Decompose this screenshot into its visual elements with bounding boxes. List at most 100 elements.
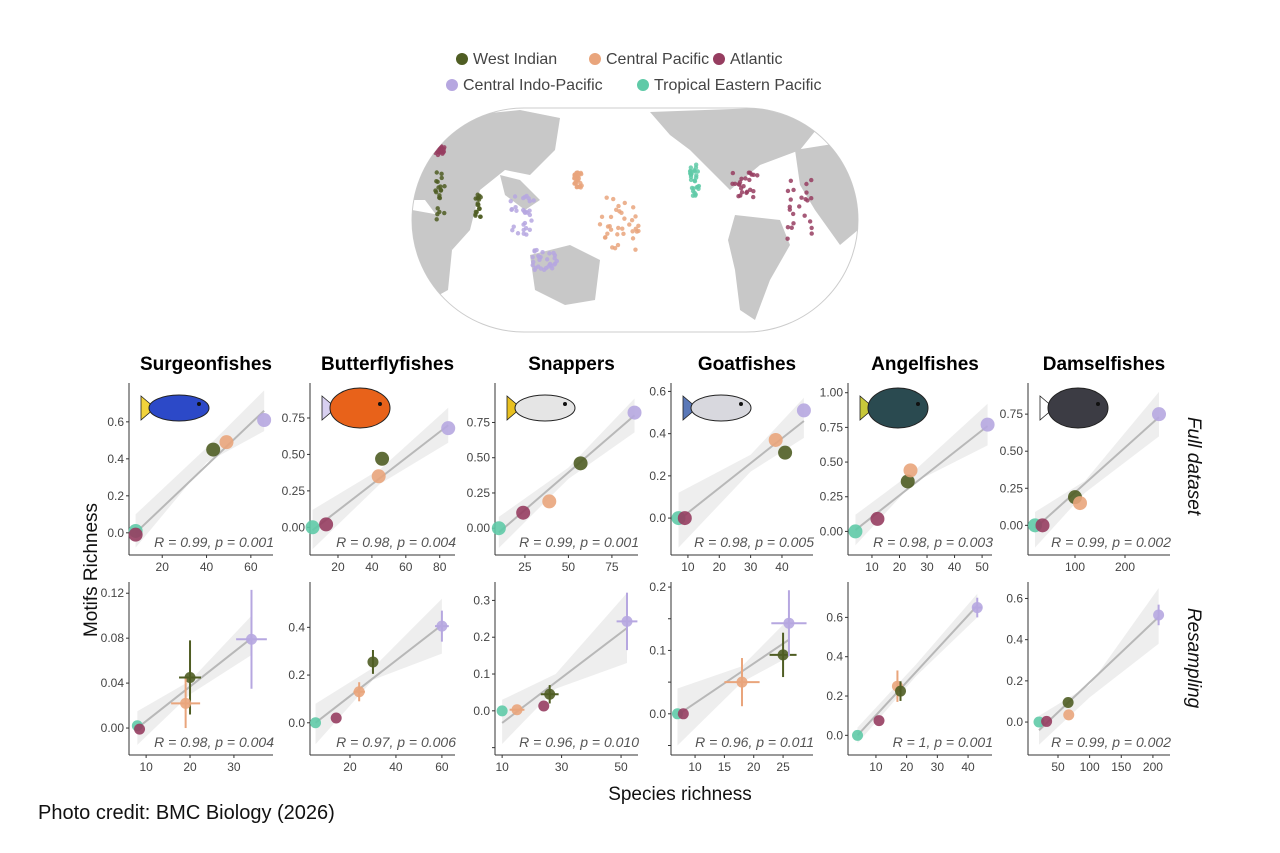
point-marker: [783, 617, 795, 629]
x-tick-label: 15: [718, 760, 732, 774]
confidence-band: [678, 397, 804, 548]
confidence-band: [1039, 588, 1159, 745]
x-tick-label: 60: [399, 560, 413, 574]
regression-line: [856, 604, 978, 737]
point-marker: [441, 421, 456, 436]
point-marker: [1041, 715, 1053, 727]
y-tick-label: 0.1: [473, 667, 490, 681]
point-marker: [180, 697, 192, 709]
y-tick-label: 0.50: [282, 447, 306, 461]
panel-snappers-resampling: 0.0 0.1 0.2 0.3 10 30 50 R = 0.96, p = 0.010: [473, 582, 639, 774]
legend-marker: [713, 53, 725, 65]
data-point-west-indian: [778, 445, 793, 460]
panel-title: Goatfishes: [698, 354, 796, 375]
data-point-central-indo-pacific: [796, 403, 811, 418]
point-marker: [1073, 496, 1087, 511]
x-tick-label: 20: [900, 760, 914, 774]
data-point-atlantic: [677, 511, 692, 526]
point-marker: [627, 405, 642, 420]
point-marker: [371, 469, 386, 484]
x-tick-label: 10: [869, 760, 883, 774]
point-marker: [848, 524, 863, 539]
y-tick-label: 0.75: [1000, 407, 1024, 421]
regression-line: [1038, 616, 1160, 732]
y-tick-label: 0.2: [107, 489, 124, 503]
point-marker: [516, 505, 531, 520]
point-marker: [873, 715, 885, 727]
confidence-band: [1035, 391, 1159, 548]
row-label-full: Full dataset: [1183, 417, 1204, 516]
data-point-tropical-eastern-pacific: [305, 520, 320, 535]
x-tick-label: 50: [1051, 760, 1065, 774]
data-point-central-indo-pacific: [971, 597, 983, 618]
map-sites-tropical-eastern-pacific: [687, 162, 702, 198]
correlation-stat: R = 0.98, p = 0.004: [336, 534, 456, 550]
data-point-west-indian: [540, 685, 559, 704]
x-tick-label: 40: [961, 760, 975, 774]
confidence-band: [855, 403, 988, 546]
correlation-stat: R = 0.98, p = 0.004: [154, 734, 274, 750]
point-marker: [511, 704, 523, 716]
x-tick-label: 30: [227, 760, 241, 774]
x-tick-label: 40: [948, 560, 962, 574]
x-tick-label: 20: [331, 560, 345, 574]
correlation-stat: R = 0.99, p = 0.001: [154, 534, 274, 550]
data-point-central-pacific: [903, 463, 918, 478]
data-point-central-indo-pacific: [616, 592, 638, 651]
point-marker: [870, 511, 885, 526]
x-tick-label: 10: [495, 760, 509, 774]
data-point-central-indo-pacific: [627, 405, 642, 420]
x-tick-label: 10: [139, 760, 153, 774]
x-tick-label: 60: [244, 560, 258, 574]
y-tick-label: 0.4: [649, 427, 666, 441]
y-tick-label: 0.00: [820, 524, 844, 538]
correlation-stat: R = 0.98, p = 0.005: [694, 534, 814, 550]
x-tick-label: 30: [931, 760, 945, 774]
x-tick-label: 100: [1065, 560, 1085, 574]
data-point-atlantic: [319, 517, 334, 532]
point-marker: [219, 435, 234, 450]
x-tick-label: 40: [200, 560, 214, 574]
point-marker: [1063, 709, 1075, 721]
data-point-central-pacific: [1073, 496, 1087, 511]
fish-illustration: [321, 387, 391, 429]
photo-credit: Photo credit: BMC Biology (2026): [38, 802, 335, 824]
y-tick-label: 0.4: [107, 452, 124, 466]
correlation-stat: R = 1, p = 0.001: [893, 734, 993, 750]
point-marker: [245, 633, 257, 645]
point-marker: [206, 442, 221, 457]
confidence-band: [135, 390, 265, 548]
y-tick-label: 0.25: [282, 484, 306, 498]
x-tick-label: 20: [183, 760, 197, 774]
legend-label: Atlantic: [730, 51, 782, 68]
panel-goatfishes-full: Goatfishes 0.0 0.2 0.4 0.6 10 20 30 40 R = 0.98, …: [649, 354, 814, 574]
x-tick-label: 50: [562, 560, 576, 574]
x-tick-label: 40: [775, 560, 789, 574]
y-tick-label: 0.6: [826, 610, 843, 624]
legend-item: Central Indo-Pacific: [446, 77, 603, 94]
y-tick-label: 0.00: [101, 721, 125, 735]
data-point-central-pacific: [171, 678, 201, 729]
point-marker: [305, 520, 320, 535]
regression-line: [314, 624, 443, 724]
legend-item: Atlantic: [713, 51, 782, 68]
y-tick-label: 0.2: [826, 689, 843, 703]
data-point-central-indo-pacific: [435, 610, 449, 642]
data-point-atlantic: [870, 511, 885, 526]
legend-marker: [637, 79, 649, 91]
regression-line: [136, 637, 253, 729]
map-sites-central-indo-pacific: [508, 193, 560, 273]
x-tick-label: 80: [433, 560, 447, 574]
panel-angelfishes-full: Angelfishes 0.00 0.25 0.50 0.75 1.00 10 20 30 40 5…: [820, 354, 995, 574]
panel-snappers-full: Snappers 0.00 0.25 0.50 0.75 25 50 75 R = 0.99, …: [467, 354, 642, 574]
regression-line: [677, 420, 805, 521]
panel-surgeonfishes-full: Surgeonfishes 0.0 0.2 0.4 0.6 20 40 60 R = 0.99,…: [107, 354, 274, 574]
y-tick-label: 0.75: [467, 415, 491, 429]
y-tick-label: 0.2: [473, 630, 490, 644]
point-marker: [496, 705, 508, 717]
data-point-central-indo-pacific: [236, 589, 267, 689]
panel-butterflyfishes-resampling: 0.0 0.2 0.4 20 40 60 R = 0.97, p = 0.006: [288, 582, 456, 774]
data-point-central-indo-pacific: [771, 590, 807, 657]
data-point-atlantic: [1035, 518, 1050, 533]
data-point-central-pacific: [509, 704, 525, 716]
